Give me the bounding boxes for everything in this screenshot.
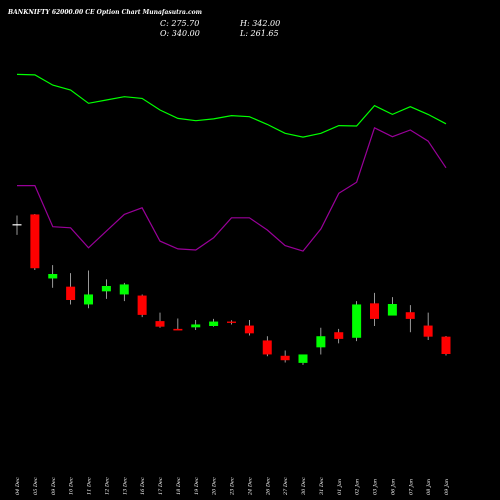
x-axis-tick-label: 06 Jan <box>390 479 396 495</box>
candle-body <box>423 325 433 337</box>
x-axis-tick-label: 13 Dec <box>122 477 128 495</box>
x-axis-tick-label: 23 Dec <box>230 477 236 496</box>
x-axis-tick-label: 16 Dec <box>140 477 146 495</box>
candle-body <box>280 355 290 361</box>
x-axis-tick-label: 12 Dec <box>104 477 110 495</box>
candle-body <box>66 286 76 300</box>
candle-body <box>298 354 308 363</box>
x-axis-tick-label: 30 Dec <box>301 477 307 495</box>
candle-body <box>316 336 326 348</box>
x-axis-tick-label: 04 Dec <box>15 477 21 495</box>
candle-body <box>405 312 415 319</box>
candle-body <box>244 325 254 334</box>
x-axis-tick-label: 20 Dec <box>212 477 218 496</box>
x-axis-tick-label: 09 Jan <box>444 479 450 495</box>
x-axis-tick-label: 10 Dec <box>69 477 75 495</box>
candle-body <box>84 294 93 305</box>
x-axis-tick-label: 31 Dec <box>319 477 325 495</box>
low-price-label: L: 261.65 <box>240 29 279 38</box>
candle-body <box>48 274 58 279</box>
candle-body <box>119 284 129 295</box>
candle-body <box>262 340 272 355</box>
x-axis-tick-label: 26 Dec <box>265 477 271 496</box>
candle-body <box>12 224 22 226</box>
candle-body <box>209 321 219 326</box>
candle-body <box>352 304 362 338</box>
candle-body <box>137 295 147 315</box>
x-axis-tick-label: 09 Dec <box>51 477 57 495</box>
candle-body <box>155 321 165 327</box>
candle-body <box>227 321 236 323</box>
x-axis-tick-label: 02 Jan <box>355 479 361 495</box>
candle-body <box>191 324 201 328</box>
x-axis-tick-label: 19 Dec <box>194 477 200 495</box>
candle-body <box>101 286 111 292</box>
close-price-label: C: 275.70 <box>160 19 200 28</box>
high-price-label: H: 342.00 <box>240 19 281 28</box>
candle-body <box>387 304 397 316</box>
upper-indicator-line <box>16 73 447 138</box>
x-axis-tick-label: 27 Dec <box>283 477 289 496</box>
candle-body <box>173 328 183 331</box>
x-axis-tick-label: 18 Dec <box>176 477 182 495</box>
candle-body <box>30 214 40 269</box>
chart-title: BANKNIFTY 62000.00 CE Option Chart Munaf… <box>8 9 203 16</box>
candle-body <box>441 336 451 354</box>
x-axis-tick-label: 07 Jan <box>408 479 414 495</box>
x-axis-tick-label: 03 Jan <box>373 479 379 495</box>
x-axis-tick-label: 01 Jan <box>337 479 343 495</box>
candle-body <box>370 303 379 319</box>
x-axis-tick-label: 11 Dec <box>87 477 93 495</box>
open-price-label: O: 340.00 <box>160 29 200 38</box>
x-axis-tick-label: 17 Dec <box>158 477 164 495</box>
x-axis-tick-label: 05 Dec <box>33 477 39 495</box>
x-axis-tick-label: 24 Dec <box>247 477 253 496</box>
x-axis-tick-label: 08 Jan <box>426 479 432 495</box>
lower-indicator-line <box>17 126 447 252</box>
candle-body <box>334 332 344 339</box>
